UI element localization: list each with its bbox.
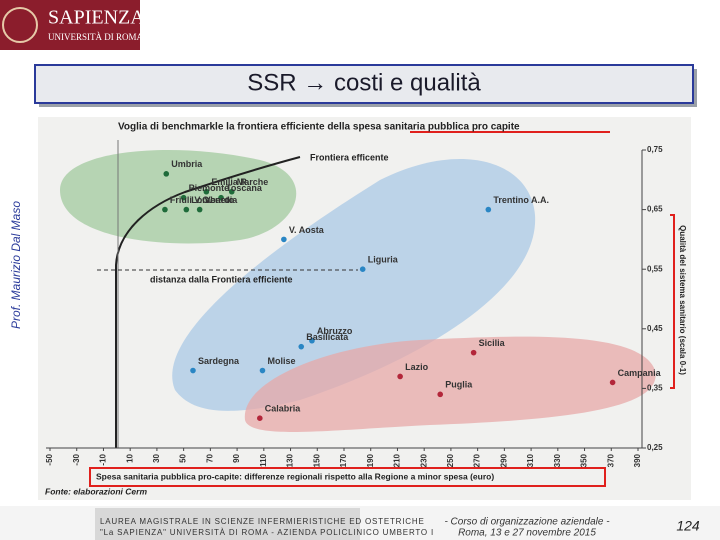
x-tick-label: 50: [179, 453, 188, 462]
x-tick-label: 290: [499, 453, 508, 467]
point: [257, 415, 263, 422]
point: [359, 266, 366, 273]
point: [190, 367, 196, 374]
x-tick-label: 30: [152, 453, 161, 462]
title-highlight: [410, 131, 610, 133]
point: [470, 349, 477, 356]
point: [163, 171, 170, 177]
cluster-green: [60, 150, 297, 244]
point-label: Emilia R.: [211, 177, 249, 187]
chart-title: Voglia di benchmarkle la frontiera effic…: [118, 122, 520, 133]
point: [437, 391, 444, 398]
page-number: 124: [676, 518, 700, 534]
x-tick-label: 370: [606, 453, 615, 467]
point: [180, 194, 187, 201]
x-tick-label: 250: [446, 453, 455, 467]
point: [609, 379, 616, 386]
point-label: Calabria: [265, 404, 302, 414]
x-tick-label: 210: [393, 453, 402, 467]
x-tick-label: 230: [419, 453, 428, 467]
point-label: Lombardia: [191, 195, 238, 205]
point-label: Friuli V.G.: [170, 195, 212, 205]
point-label: Campania: [618, 368, 662, 378]
footer-center: - Corso di organizzazione aziendale -: [444, 517, 610, 528]
point: [196, 206, 203, 213]
x-tick-label: -10: [99, 453, 108, 465]
y-axis-label: Qualità del sistema sanitario (scala 0-1…: [678, 225, 687, 375]
point-label: Piemonte: [189, 183, 230, 193]
x-tick-label: 190: [366, 453, 375, 467]
point: [203, 188, 210, 195]
source: Fonte: elaborazioni Cerm: [45, 486, 147, 496]
y-tick-label: 0,65: [647, 205, 663, 214]
point: [309, 337, 315, 344]
frontier-curve: [115, 156, 301, 448]
x-tick-label: 130: [286, 453, 295, 467]
point-label: Basilicata: [306, 332, 349, 342]
point: [259, 367, 266, 374]
x-tick-label: 150: [312, 453, 321, 467]
point-label: Lazio: [405, 362, 429, 372]
xlabel-highlight: [89, 467, 606, 487]
y-tick-label: 0,35: [647, 384, 663, 393]
x-tick-label: 390: [633, 453, 642, 467]
point: [183, 206, 190, 213]
x-tick-label: 70: [205, 453, 214, 462]
point-label: Marche: [237, 177, 269, 187]
x-tick-label: 310: [526, 453, 535, 467]
point-label: Puglia: [445, 380, 473, 390]
y-tick-label: 0,55: [647, 264, 663, 273]
title-box: [34, 64, 694, 104]
x-tick-label: 270: [473, 453, 482, 467]
point-label: Sardegna: [198, 356, 240, 366]
point-label: Abruzzo: [317, 326, 353, 336]
side-author: Prof. Maurizio Dal Maso: [9, 201, 23, 329]
point: [281, 236, 287, 243]
point-label: Trentino A.A.: [493, 195, 549, 205]
footer-left: LAUREA MAGISTRALE IN SCIENZE INFERMIERIS…: [100, 517, 425, 526]
x-tick-label: 90: [232, 453, 241, 462]
point-label: Liguria: [368, 255, 399, 265]
point-label: Toscana: [226, 183, 263, 193]
cluster-red: [244, 336, 656, 432]
y-tick-label: 0,25: [647, 443, 663, 452]
footer-left: "La SAPIENZA" UNIVERSITÀ DI ROMA - AZIEN…: [100, 528, 434, 537]
x-tick-label: 330: [553, 453, 562, 467]
point-label: Sicilia: [479, 338, 506, 348]
x-tick-label: 10: [125, 453, 134, 462]
point: [397, 373, 403, 380]
y-tick-label: 0,45: [647, 324, 663, 333]
logo-name: SAPIENZA: [48, 7, 145, 29]
point: [298, 343, 305, 350]
annotation: distanza dalla Frontiera efficiente: [150, 274, 293, 284]
point: [228, 188, 235, 195]
x-tick-label: 110: [259, 453, 268, 466]
annotation: Frontiera efficente: [310, 152, 389, 162]
point-label: Veneto: [205, 195, 235, 205]
point: [162, 206, 168, 213]
point-label: Umbria: [171, 159, 203, 169]
point-label: V. Aosta: [289, 225, 325, 235]
y-tick-label: 0,75: [647, 145, 663, 154]
footer-left-box: [95, 508, 360, 540]
point: [218, 194, 224, 201]
x-tick-label: 350: [580, 453, 589, 467]
cluster-blue: [172, 158, 536, 411]
x-axis-label: Spesa sanitaria pubblica pro-capite: dif…: [96, 471, 494, 481]
logo-seal: [2, 7, 38, 43]
logo-sub: UNIVERSITÀ DI ROMA: [48, 32, 143, 42]
x-tick-label: -50: [45, 453, 54, 465]
x-tick-label: -30: [72, 453, 81, 465]
point: [485, 206, 492, 213]
footer-center: Roma, 13 e 27 novembre 2015: [458, 528, 596, 539]
slide-title: SSR → costi e qualità: [247, 69, 481, 96]
x-tick-label: 170: [339, 453, 348, 467]
ylabel-highlight: [670, 214, 675, 389]
point-label: Molise: [267, 356, 295, 366]
